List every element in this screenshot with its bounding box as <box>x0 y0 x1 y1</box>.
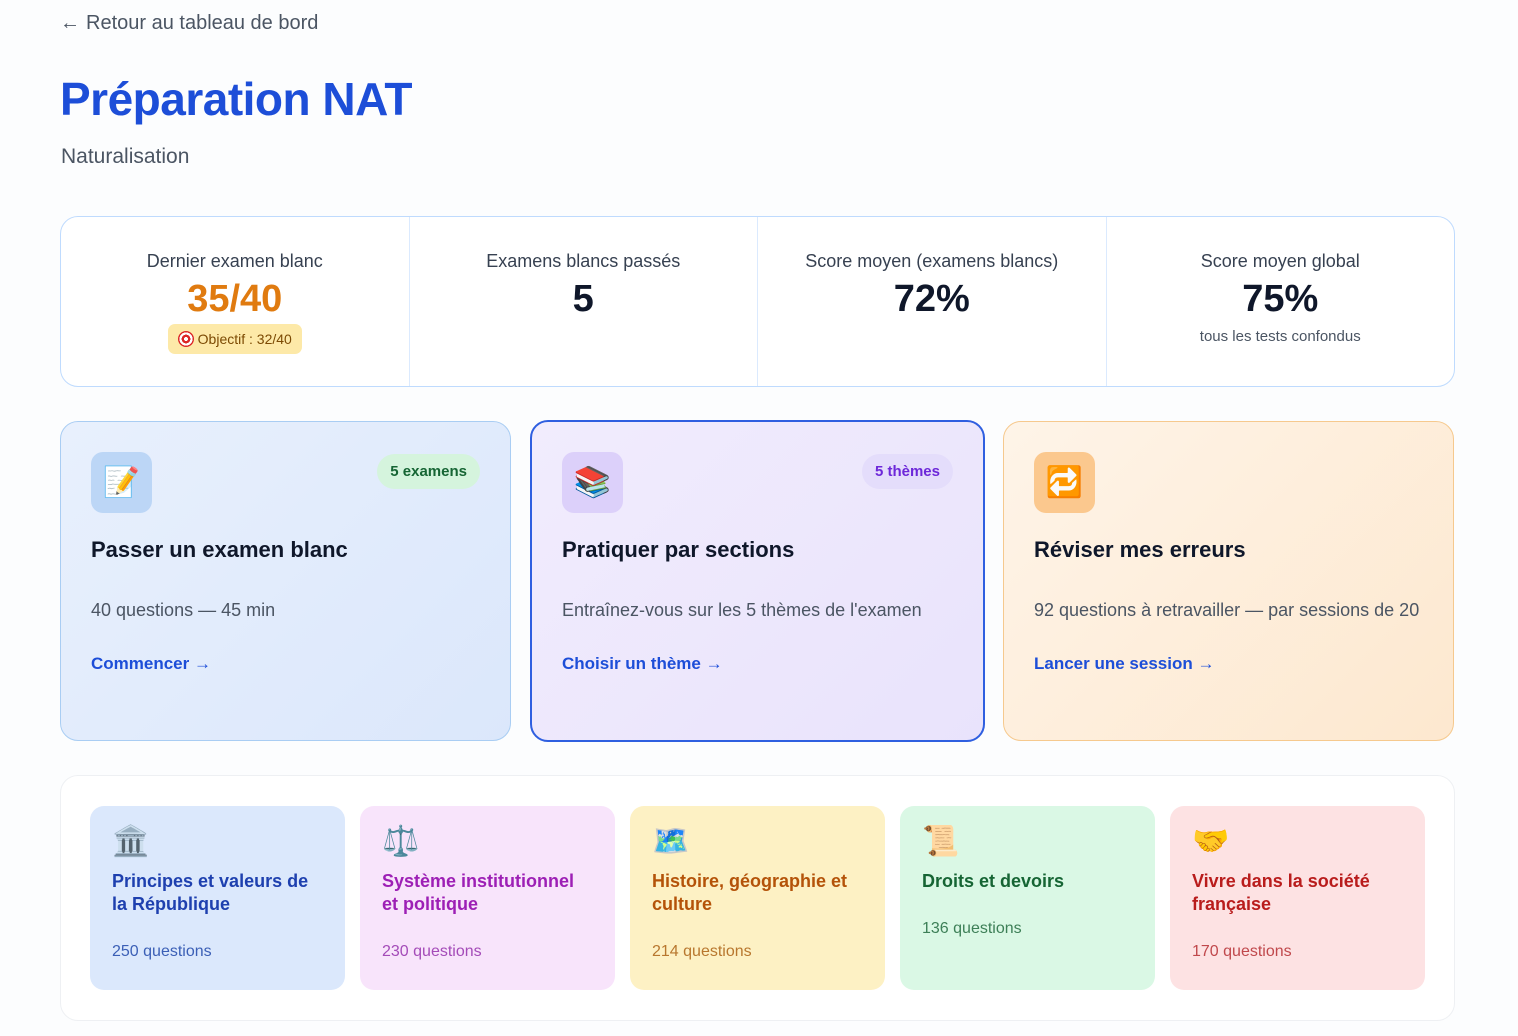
choose-theme-link[interactable]: Choisir un thème → <box>562 654 723 673</box>
stat-note: tous les tests confondus <box>1199 328 1361 345</box>
review-errors-card[interactable]: 🔁 Réviser mes erreurs 92 questions à ret… <box>1003 421 1454 741</box>
stat-label: Score moyen (examens blancs) <box>805 251 1059 271</box>
objective-label: Objectif : 32/40 <box>197 331 292 347</box>
theme-card-society[interactable]: 🤝 Vivre dans la société française 170 qu… <box>1170 806 1425 990</box>
target-icon <box>177 331 194 347</box>
stat-last-exam: Dernier examen blanc 35/40 Objectif : 32… <box>61 217 410 386</box>
stat-value: 75% <box>1242 278 1319 320</box>
handshake-icon: 🤝 <box>1192 825 1230 858</box>
balance-scale-icon: ⚖️ <box>382 825 420 858</box>
theme-count: 170 questions <box>1192 943 1292 960</box>
theme-title: Système institutionnel et politique <box>382 871 575 914</box>
exam-count-badge: 5 examens <box>377 454 480 489</box>
card-description: Entraînez-vous sur les 5 thèmes de l'exa… <box>562 600 922 620</box>
theme-title: Droits et devoirs <box>922 871 1065 891</box>
world-map-icon: 🗺️ <box>652 825 690 858</box>
stat-label: Dernier examen blanc <box>146 251 323 271</box>
card-title: Passer un examen blanc <box>91 537 348 562</box>
page-subtitle: Naturalisation <box>61 145 190 168</box>
card-title: Pratiquer par sections <box>562 537 795 562</box>
stat-value: 5 <box>572 278 594 320</box>
theme-card-principles[interactable]: 🏛️ Principes et valeurs de la République… <box>90 806 345 990</box>
page-title: Préparation NAT <box>60 73 413 125</box>
mock-exam-card[interactable]: 📝 5 examens Passer un examen blanc 40 qu… <box>60 421 511 741</box>
arrow-left-icon: ← <box>60 12 80 34</box>
memo-icon: 📝 <box>91 452 152 513</box>
back-link[interactable]: ← Retour au tableau de bord <box>60 12 318 35</box>
stat-average-exam-score: Score moyen (examens blancs) 72% <box>758 217 1107 386</box>
theme-title: Vivre dans la société française <box>1192 871 1370 914</box>
card-description: 92 questions à retravailler — par sessio… <box>1034 600 1420 620</box>
theme-title: Principes et valeurs de la République <box>112 871 309 914</box>
theme-count: 250 questions <box>112 943 212 960</box>
scroll-icon: 📜 <box>922 825 960 858</box>
stat-value: 35/40 <box>187 278 283 320</box>
theme-count: 214 questions <box>652 943 752 960</box>
theme-card-institutions[interactable]: ⚖️ Système institutionnel et politique 2… <box>360 806 615 990</box>
stat-average-global-score: Score moyen global 75% tous les tests co… <box>1107 217 1455 386</box>
stat-exams-taken: Examens blancs passés 5 <box>410 217 758 386</box>
start-session-link[interactable]: Lancer une session → <box>1034 654 1215 673</box>
theme-card-rights[interactable]: 📜 Droits et devoirs 136 questions <box>900 806 1155 990</box>
card-title: Réviser mes erreurs <box>1034 537 1246 562</box>
start-exam-link[interactable]: Commencer → <box>91 654 211 673</box>
theme-count: 136 questions <box>922 920 1022 937</box>
stat-label: Examens blancs passés <box>486 251 681 271</box>
theme-count: 230 questions <box>382 943 482 960</box>
themes-panel: 🏛️ Principes et valeurs de la République… <box>60 775 1455 1021</box>
theme-title: Histoire, géographie et culture <box>652 871 848 914</box>
theme-card-history[interactable]: 🗺️ Histoire, géographie et culture 214 q… <box>630 806 885 990</box>
back-link-label: Retour au tableau de bord <box>86 12 319 34</box>
objective-badge: Objectif : 32/40 <box>167 324 302 354</box>
repeat-icon: 🔁 <box>1034 452 1095 513</box>
books-icon: 📚 <box>562 452 623 513</box>
theme-count-badge: 5 thèmes <box>861 454 953 489</box>
practice-sections-card[interactable]: 📚 5 thèmes Pratiquer par sections Entraî… <box>530 420 985 742</box>
classical-building-icon: 🏛️ <box>112 825 150 858</box>
stat-value: 72% <box>893 278 970 320</box>
stat-label: Score moyen global <box>1200 251 1360 271</box>
card-description: 40 questions — 45 min <box>91 600 276 620</box>
stats-panel: Dernier examen blanc 35/40 Objectif : 32… <box>60 216 1455 387</box>
